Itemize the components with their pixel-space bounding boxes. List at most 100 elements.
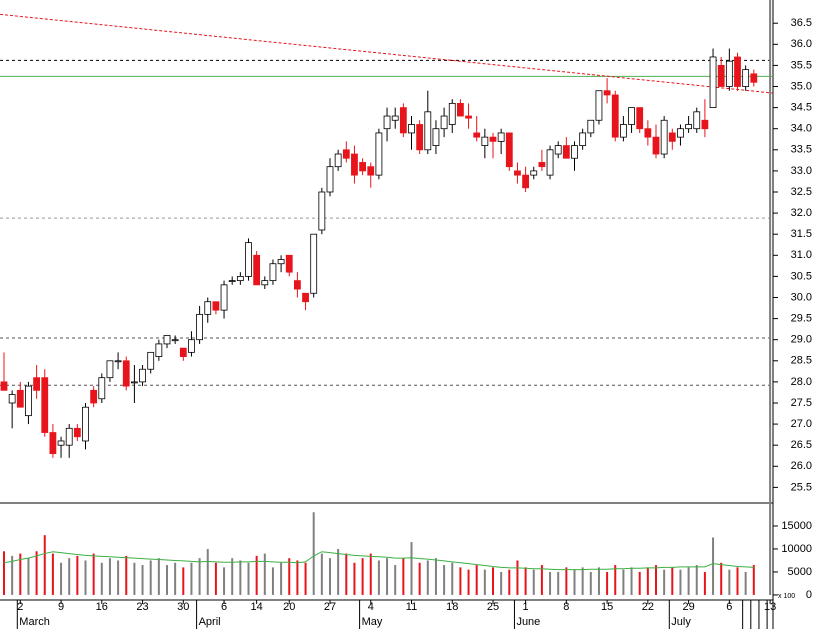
x-tick-label: 14	[251, 601, 263, 613]
candle-body	[448, 102, 456, 125]
candle-body	[611, 94, 619, 138]
candle-body	[668, 132, 676, 142]
y-tick-label: 35.5	[791, 59, 812, 71]
candle-body	[473, 132, 481, 138]
x-tick-label: 25	[487, 601, 499, 613]
candle-body	[16, 389, 24, 408]
candle-body	[8, 394, 16, 404]
candle-body	[383, 115, 391, 130]
candle-body	[489, 136, 497, 142]
candle-body	[0, 381, 8, 391]
y-tick-label: 35.0	[791, 80, 812, 92]
volume-tick-label: 0	[806, 589, 812, 601]
candle-body	[375, 132, 383, 176]
candle-body	[310, 233, 318, 294]
candle-body	[302, 292, 309, 303]
candle-body	[677, 128, 684, 138]
candle-body	[269, 263, 277, 282]
x-tick-label: 20	[283, 601, 295, 613]
x-tick-label: 30	[177, 601, 189, 613]
candle-body	[538, 162, 546, 168]
y-tick-label: 30.5	[791, 270, 812, 282]
x-tick-label: 22	[642, 601, 654, 613]
candle-body	[742, 69, 750, 87]
candle-body	[33, 377, 40, 391]
candle-body	[514, 170, 521, 176]
x-tick-label: 6	[726, 601, 732, 613]
y-tick-label: 31.0	[791, 249, 812, 261]
x-tick-label: 8	[563, 601, 569, 613]
candle-body	[734, 56, 741, 87]
candle-body	[391, 115, 399, 121]
y-tick-label: 26.0	[791, 460, 812, 472]
candle-body	[342, 149, 350, 159]
candle-body	[326, 166, 334, 193]
candle-body	[628, 107, 635, 125]
candle-body	[717, 65, 725, 87]
volume-ma-line	[3, 551, 754, 571]
trendline	[0, 13, 774, 94]
candle-body	[562, 145, 570, 159]
y-tick-label: 27.5	[791, 397, 812, 409]
month-label: July	[671, 616, 691, 628]
candle-body	[228, 280, 236, 283]
candle-body	[163, 335, 171, 345]
candle-body	[465, 115, 472, 119]
candle-body	[236, 275, 244, 282]
x-tick-label: 18	[446, 601, 458, 613]
candle-body	[636, 107, 644, 130]
month-label: June	[516, 616, 540, 628]
y-tick-label: 29.5	[791, 313, 812, 325]
month-label: March	[19, 616, 50, 628]
x-tick-label: 15	[601, 601, 613, 613]
x-tick-label: 9	[58, 601, 64, 613]
candle-body	[285, 254, 293, 273]
y-tick-label: 31.5	[791, 228, 812, 240]
x-tick-label: 16	[96, 601, 108, 613]
y-tick-label: 30.0	[791, 291, 812, 303]
candle-body	[57, 440, 65, 446]
candle-body	[709, 56, 717, 109]
candle-body	[318, 191, 326, 231]
y-tick-label: 27.0	[791, 418, 812, 430]
y-tick-label: 25.5	[791, 481, 812, 493]
volume-tick-label: 10000	[781, 543, 812, 555]
candle-body	[171, 339, 179, 342]
y-tick-label: 36.0	[791, 38, 812, 50]
candle-body	[90, 389, 98, 404]
candle-body	[220, 284, 228, 311]
candle-body	[522, 174, 529, 189]
candle-body	[546, 149, 554, 176]
candle-body	[188, 339, 195, 353]
candle-body	[65, 427, 73, 446]
candle-body	[701, 119, 709, 130]
candle-body	[139, 368, 146, 383]
x-tick-label: 29	[682, 601, 694, 613]
candle-body	[603, 90, 611, 96]
candle-body	[106, 360, 114, 379]
x-tick-label: 13	[764, 601, 776, 613]
candle-body	[620, 124, 627, 138]
candle-body	[179, 347, 187, 357]
candle-body	[587, 119, 595, 134]
candle-body	[245, 242, 252, 277]
candle-body	[196, 313, 204, 341]
candle-body	[351, 153, 358, 176]
y-tick-label: 32.0	[791, 207, 812, 219]
candle-body	[416, 124, 424, 151]
x-tick-label: 27	[324, 601, 336, 613]
volume-unit: x 100	[778, 593, 795, 600]
candle-body	[82, 406, 89, 442]
candle-body	[49, 432, 57, 455]
y-tick-label: 29.0	[791, 334, 812, 346]
candle-body	[399, 107, 407, 134]
y-tick-label: 33.5	[791, 144, 812, 156]
y-tick-label: 34.5	[791, 102, 812, 114]
candle-body	[660, 119, 668, 155]
x-tick-label: 4	[368, 601, 374, 613]
candle-body	[408, 124, 415, 134]
x-tick-label: 1	[523, 601, 529, 613]
candle-body	[253, 254, 261, 286]
candle-body	[367, 166, 375, 176]
candle-body	[147, 351, 155, 370]
